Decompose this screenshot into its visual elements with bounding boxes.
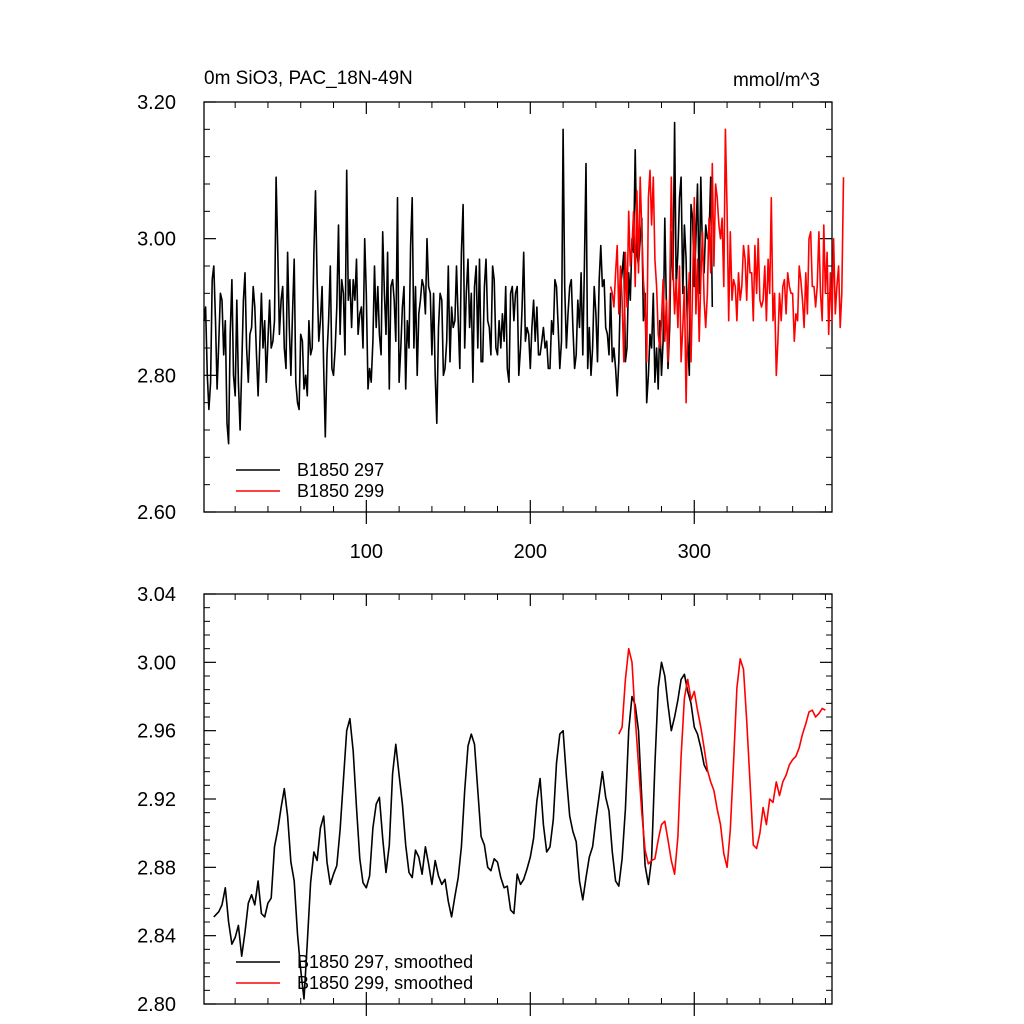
x-tick-label: 300 bbox=[678, 541, 711, 563]
top-panel-ticks: 2.60 2.80 3.00 3.20 100 200 300 bbox=[137, 92, 832, 563]
bottom-panel-ticks: 2.80 2.84 2.88 2.92 2.96 3.00 3.04 bbox=[137, 584, 832, 1016]
y-tick-label: 2.88 bbox=[137, 857, 176, 879]
legend-label-b1850-299: B1850 299 bbox=[297, 481, 384, 501]
y-tick-label: 2.80 bbox=[137, 365, 176, 387]
y-tick-label: 2.92 bbox=[137, 789, 176, 811]
y-tick-label: 2.84 bbox=[137, 926, 176, 948]
y-tick-label: 3.00 bbox=[137, 652, 176, 674]
y-tick-label: 2.96 bbox=[137, 721, 176, 743]
y-tick-label: 2.80 bbox=[137, 994, 176, 1016]
bottom-panel-series bbox=[213, 647, 826, 1000]
series-line-b1850-299-smoothed bbox=[618, 647, 826, 875]
y-tick-label: 3.04 bbox=[137, 584, 176, 606]
series-line-b1850-297 bbox=[203, 121, 714, 445]
y-tick-label: 3.00 bbox=[137, 229, 176, 251]
top-panel-title: 0m SiO3, PAC_18N-49N bbox=[204, 68, 413, 89]
top-panel: 2.60 2.80 3.00 3.20 100 200 300 0m SiO3, PAC_1… bbox=[137, 68, 845, 563]
series-line-b1850-297-smoothed bbox=[213, 661, 709, 1000]
bottom-panel: 2.80 2.84 2.88 2.92 2.96 3.00 3.04 B1850 297, … bbox=[137, 584, 833, 1016]
x-tick-label: 200 bbox=[514, 541, 547, 563]
y-tick-label: 2.60 bbox=[137, 502, 176, 524]
y-tick-label: 3.20 bbox=[137, 92, 176, 114]
top-panel-series bbox=[203, 121, 845, 445]
series-line-b1850-299 bbox=[609, 128, 845, 404]
top-panel-units: mmol/m^3 bbox=[733, 70, 820, 91]
x-tick-label: 100 bbox=[350, 541, 383, 563]
legend-label-b1850-297: B1850 297 bbox=[297, 460, 384, 480]
legend-label-b1850-299-smoothed: B1850 299, smoothed bbox=[297, 973, 473, 993]
top-panel-legend: B1850 297 B1850 299 bbox=[236, 460, 384, 501]
legend-label-b1850-297-smoothed: B1850 297, smoothed bbox=[297, 952, 473, 972]
bottom-panel-legend: B1850 297, smoothed B1850 299, smoothed bbox=[236, 952, 473, 993]
